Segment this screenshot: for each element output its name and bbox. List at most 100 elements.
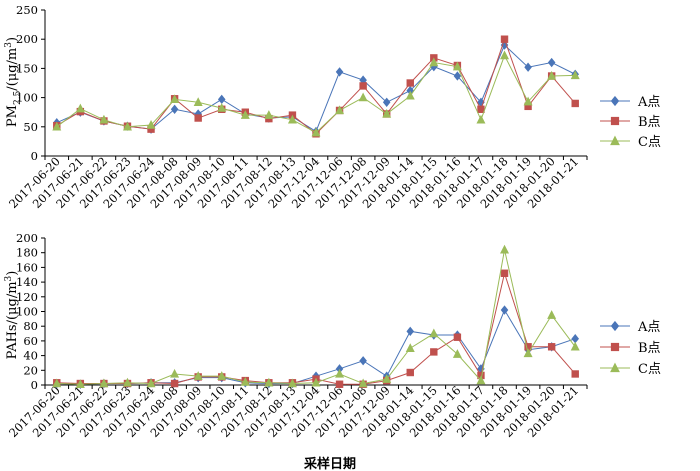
y-tick-label: 140 [16, 275, 38, 289]
data-point [406, 79, 414, 87]
data-point [335, 105, 345, 115]
data-point [382, 374, 392, 383]
data-point [452, 349, 462, 358]
y-axis-label-close: ) [5, 37, 20, 42]
data-point [99, 114, 109, 124]
data-point [570, 70, 580, 80]
data-point [500, 244, 510, 254]
data-point [335, 380, 344, 388]
data-point [500, 50, 510, 60]
y-tick-label: 80 [23, 319, 38, 333]
data-point [476, 375, 486, 385]
data-point [170, 368, 180, 378]
data-point [547, 70, 557, 80]
y-tick-label: 250 [16, 3, 38, 17]
y-tick-label: 180 [16, 246, 38, 260]
data-point [311, 127, 321, 137]
pm25-chart: 0501001502002502017-06-202017-06-212017-… [4, 3, 661, 211]
data-point [240, 377, 250, 386]
legend-label: B点 [638, 115, 661, 130]
data-point [570, 341, 580, 351]
series-line [56, 37, 576, 135]
data-point [523, 96, 533, 106]
series-line [56, 44, 576, 133]
data-point [358, 92, 368, 102]
data-point [170, 94, 180, 104]
y-tick-label: 100 [16, 91, 38, 105]
data-point [453, 71, 462, 81]
y-axis-label: PM2.5/(μg/m3) [4, 37, 23, 127]
legend-marker [610, 320, 620, 332]
data-point [194, 114, 202, 122]
data-point [500, 269, 509, 277]
x-axis-label: 采样日期 [303, 456, 356, 471]
data-point [193, 97, 203, 106]
data-point [99, 378, 109, 388]
y-tick-label: 60 [23, 334, 38, 348]
data-point [571, 334, 580, 344]
legend-label: B点 [638, 341, 661, 356]
legend-marker [610, 116, 620, 126]
data-point [311, 377, 321, 387]
series-a [52, 40, 580, 137]
y-tick-label: 0 [31, 378, 38, 392]
series-line [56, 249, 576, 385]
data-point [452, 61, 462, 71]
y-tick-label: 200 [16, 32, 38, 46]
data-point [75, 103, 85, 113]
series-c [52, 50, 580, 137]
pahs-chart: 0204060801001201401601802002017-06-20201… [4, 231, 661, 440]
data-point [547, 343, 556, 351]
data-point [523, 348, 533, 358]
legend-marker [610, 362, 620, 373]
data-point [359, 356, 367, 366]
data-point [429, 57, 439, 67]
data-point [75, 379, 85, 388]
data-point [146, 119, 156, 129]
y-tick-label: 160 [16, 260, 38, 274]
data-point [335, 368, 345, 378]
data-point [500, 35, 509, 43]
y-axis-label-unit: /(μg/m [5, 48, 20, 91]
data-point [547, 310, 557, 319]
data-point [287, 378, 297, 388]
legend-label: C点 [638, 135, 661, 150]
data-point [430, 348, 438, 356]
y-axis-label-main: PM [5, 105, 20, 127]
y-tick-label: 200 [16, 231, 38, 245]
y-tick-label: 50 [23, 120, 38, 134]
data-point [217, 103, 227, 112]
y-axis-label-close: ) [5, 271, 20, 276]
legend-label: A点 [637, 320, 660, 335]
legend-label: A点 [637, 95, 660, 110]
series-line [56, 54, 576, 134]
data-point [217, 371, 227, 380]
data-point [170, 379, 179, 388]
y-axis-label-subscript: 2.5 [13, 90, 23, 105]
data-point [524, 62, 532, 72]
data-point [217, 94, 226, 105]
data-point [170, 104, 179, 114]
data-point [287, 114, 297, 124]
legend-marker [610, 95, 620, 107]
data-point [240, 110, 250, 119]
data-point [335, 67, 344, 77]
data-point [405, 90, 415, 100]
series-b [53, 35, 579, 138]
data-point [406, 326, 415, 337]
y-tick-label: 100 [16, 305, 38, 319]
y-tick-label: 20 [23, 363, 38, 377]
legend-marker [610, 342, 620, 352]
data-point [547, 57, 556, 68]
series-c [52, 244, 580, 388]
data-point [382, 108, 392, 118]
data-point [264, 110, 274, 119]
data-point [122, 121, 132, 131]
data-point [405, 343, 415, 352]
data-point [122, 377, 132, 387]
data-point [476, 114, 486, 124]
y-tick-label: 120 [16, 290, 38, 304]
data-point [382, 97, 391, 107]
data-point [146, 378, 156, 388]
